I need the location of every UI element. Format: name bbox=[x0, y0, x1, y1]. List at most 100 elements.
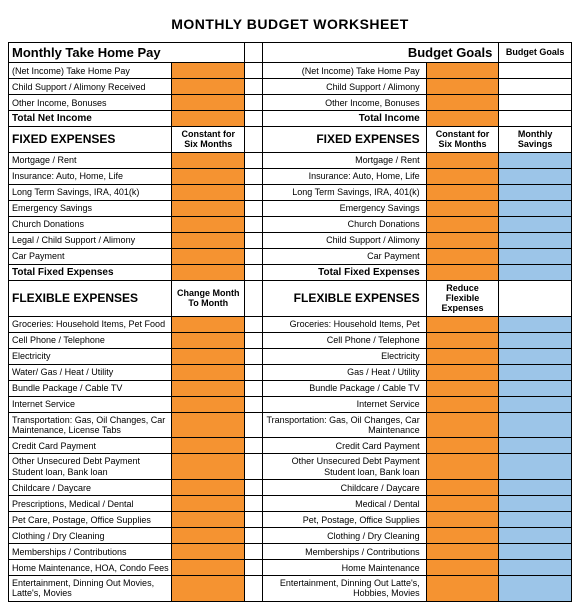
cell: Cell Phone / Telephone bbox=[9, 332, 172, 348]
cell bbox=[245, 184, 263, 200]
cell bbox=[426, 480, 499, 496]
cell bbox=[172, 348, 245, 364]
cell bbox=[499, 412, 572, 438]
cell bbox=[245, 438, 263, 454]
cell bbox=[426, 364, 499, 380]
cell bbox=[499, 576, 572, 602]
cell bbox=[499, 380, 572, 396]
cell bbox=[426, 528, 499, 544]
cell: Clothing / Dry Cleaning bbox=[9, 528, 172, 544]
cell bbox=[499, 364, 572, 380]
cell: Total Income bbox=[263, 111, 426, 127]
cell bbox=[172, 412, 245, 438]
cell bbox=[426, 316, 499, 332]
cell: Entertainment, Dinning Out Latte's, Hobb… bbox=[263, 576, 426, 602]
cell: Bundle Package / Cable TV bbox=[9, 380, 172, 396]
cell: Home Maintenance bbox=[263, 560, 426, 576]
cell bbox=[245, 316, 263, 332]
cell: Total Net Income bbox=[9, 111, 172, 127]
cell bbox=[245, 43, 263, 63]
cell bbox=[499, 248, 572, 264]
cell: Electricity bbox=[9, 348, 172, 364]
cell: FLEXIBLE EXPENSES bbox=[9, 280, 172, 316]
cell bbox=[426, 63, 499, 79]
cell bbox=[499, 348, 572, 364]
cell bbox=[426, 264, 499, 280]
cell bbox=[499, 512, 572, 528]
cell bbox=[245, 111, 263, 127]
cell: Car Payment bbox=[263, 248, 426, 264]
cell bbox=[172, 184, 245, 200]
cell bbox=[426, 396, 499, 412]
cell: Electricity bbox=[263, 348, 426, 364]
cell: Memberships / Contributions bbox=[263, 544, 426, 560]
cell bbox=[426, 200, 499, 216]
cell: Internet Service bbox=[9, 396, 172, 412]
cell: Credit Card Payment bbox=[9, 438, 172, 454]
cell bbox=[426, 168, 499, 184]
cell bbox=[499, 316, 572, 332]
cell bbox=[426, 232, 499, 248]
cell bbox=[426, 111, 499, 127]
cell: Cell Phone / Telephone bbox=[263, 332, 426, 348]
cell: Groceries: Household Items, Pet Food bbox=[9, 316, 172, 332]
cell bbox=[499, 232, 572, 248]
cell: FLEXIBLE EXPENSES bbox=[263, 280, 426, 316]
cell bbox=[172, 480, 245, 496]
cell bbox=[426, 152, 499, 168]
cell bbox=[245, 496, 263, 512]
cell bbox=[499, 216, 572, 232]
cell bbox=[245, 528, 263, 544]
cell bbox=[245, 348, 263, 364]
cell: Gas / Heat / Utility bbox=[263, 364, 426, 380]
cell: Emergency Savings bbox=[263, 200, 426, 216]
cell bbox=[426, 544, 499, 560]
cell: FIXED EXPENSES bbox=[263, 127, 426, 153]
cell bbox=[172, 200, 245, 216]
cell: Child Support / Alimony Received bbox=[9, 79, 172, 95]
cell bbox=[245, 280, 263, 316]
cell bbox=[172, 95, 245, 111]
cell bbox=[499, 152, 572, 168]
cell: Home Maintenance, HOA, Condo Fees bbox=[9, 560, 172, 576]
cell bbox=[172, 63, 245, 79]
cell: Memberships / Contributions bbox=[9, 544, 172, 560]
cell bbox=[245, 396, 263, 412]
page-title: MONTHLY BUDGET WORKSHEET bbox=[8, 8, 572, 42]
cell: Insurance: Auto, Home, Life bbox=[9, 168, 172, 184]
cell: Car Payment bbox=[9, 248, 172, 264]
take-home-header: Monthly Take Home Pay bbox=[9, 43, 245, 63]
cell bbox=[499, 332, 572, 348]
cell bbox=[172, 216, 245, 232]
cell bbox=[172, 248, 245, 264]
cell bbox=[245, 127, 263, 153]
cell bbox=[172, 528, 245, 544]
cell bbox=[245, 264, 263, 280]
cell: Budget Goals bbox=[499, 43, 572, 63]
cell: (Net Income) Take Home Pay bbox=[263, 63, 426, 79]
cell: Bundle Package / Cable TV bbox=[263, 380, 426, 396]
cell: Constant for Six Months bbox=[172, 127, 245, 153]
cell: Change Month To Month bbox=[172, 280, 245, 316]
cell: Total Fixed Expenses bbox=[263, 264, 426, 280]
cell: Church Donations bbox=[263, 216, 426, 232]
cell: Pet, Postage, Office Supplies bbox=[263, 512, 426, 528]
cell bbox=[172, 438, 245, 454]
cell bbox=[499, 79, 572, 95]
cell bbox=[499, 111, 572, 127]
cell bbox=[172, 380, 245, 396]
cell: Constant for Six Months bbox=[426, 127, 499, 153]
cell: Credit Card Payment bbox=[263, 438, 426, 454]
cell: Monthly Savings bbox=[499, 127, 572, 153]
cell bbox=[245, 364, 263, 380]
cell bbox=[499, 560, 572, 576]
cell: Clothing / Dry Cleaning bbox=[263, 528, 426, 544]
cell bbox=[245, 412, 263, 438]
cell bbox=[172, 232, 245, 248]
cell bbox=[172, 560, 245, 576]
cell bbox=[172, 332, 245, 348]
cell bbox=[426, 184, 499, 200]
cell bbox=[499, 95, 572, 111]
cell bbox=[245, 512, 263, 528]
cell: Other Income, Bonuses bbox=[263, 95, 426, 111]
